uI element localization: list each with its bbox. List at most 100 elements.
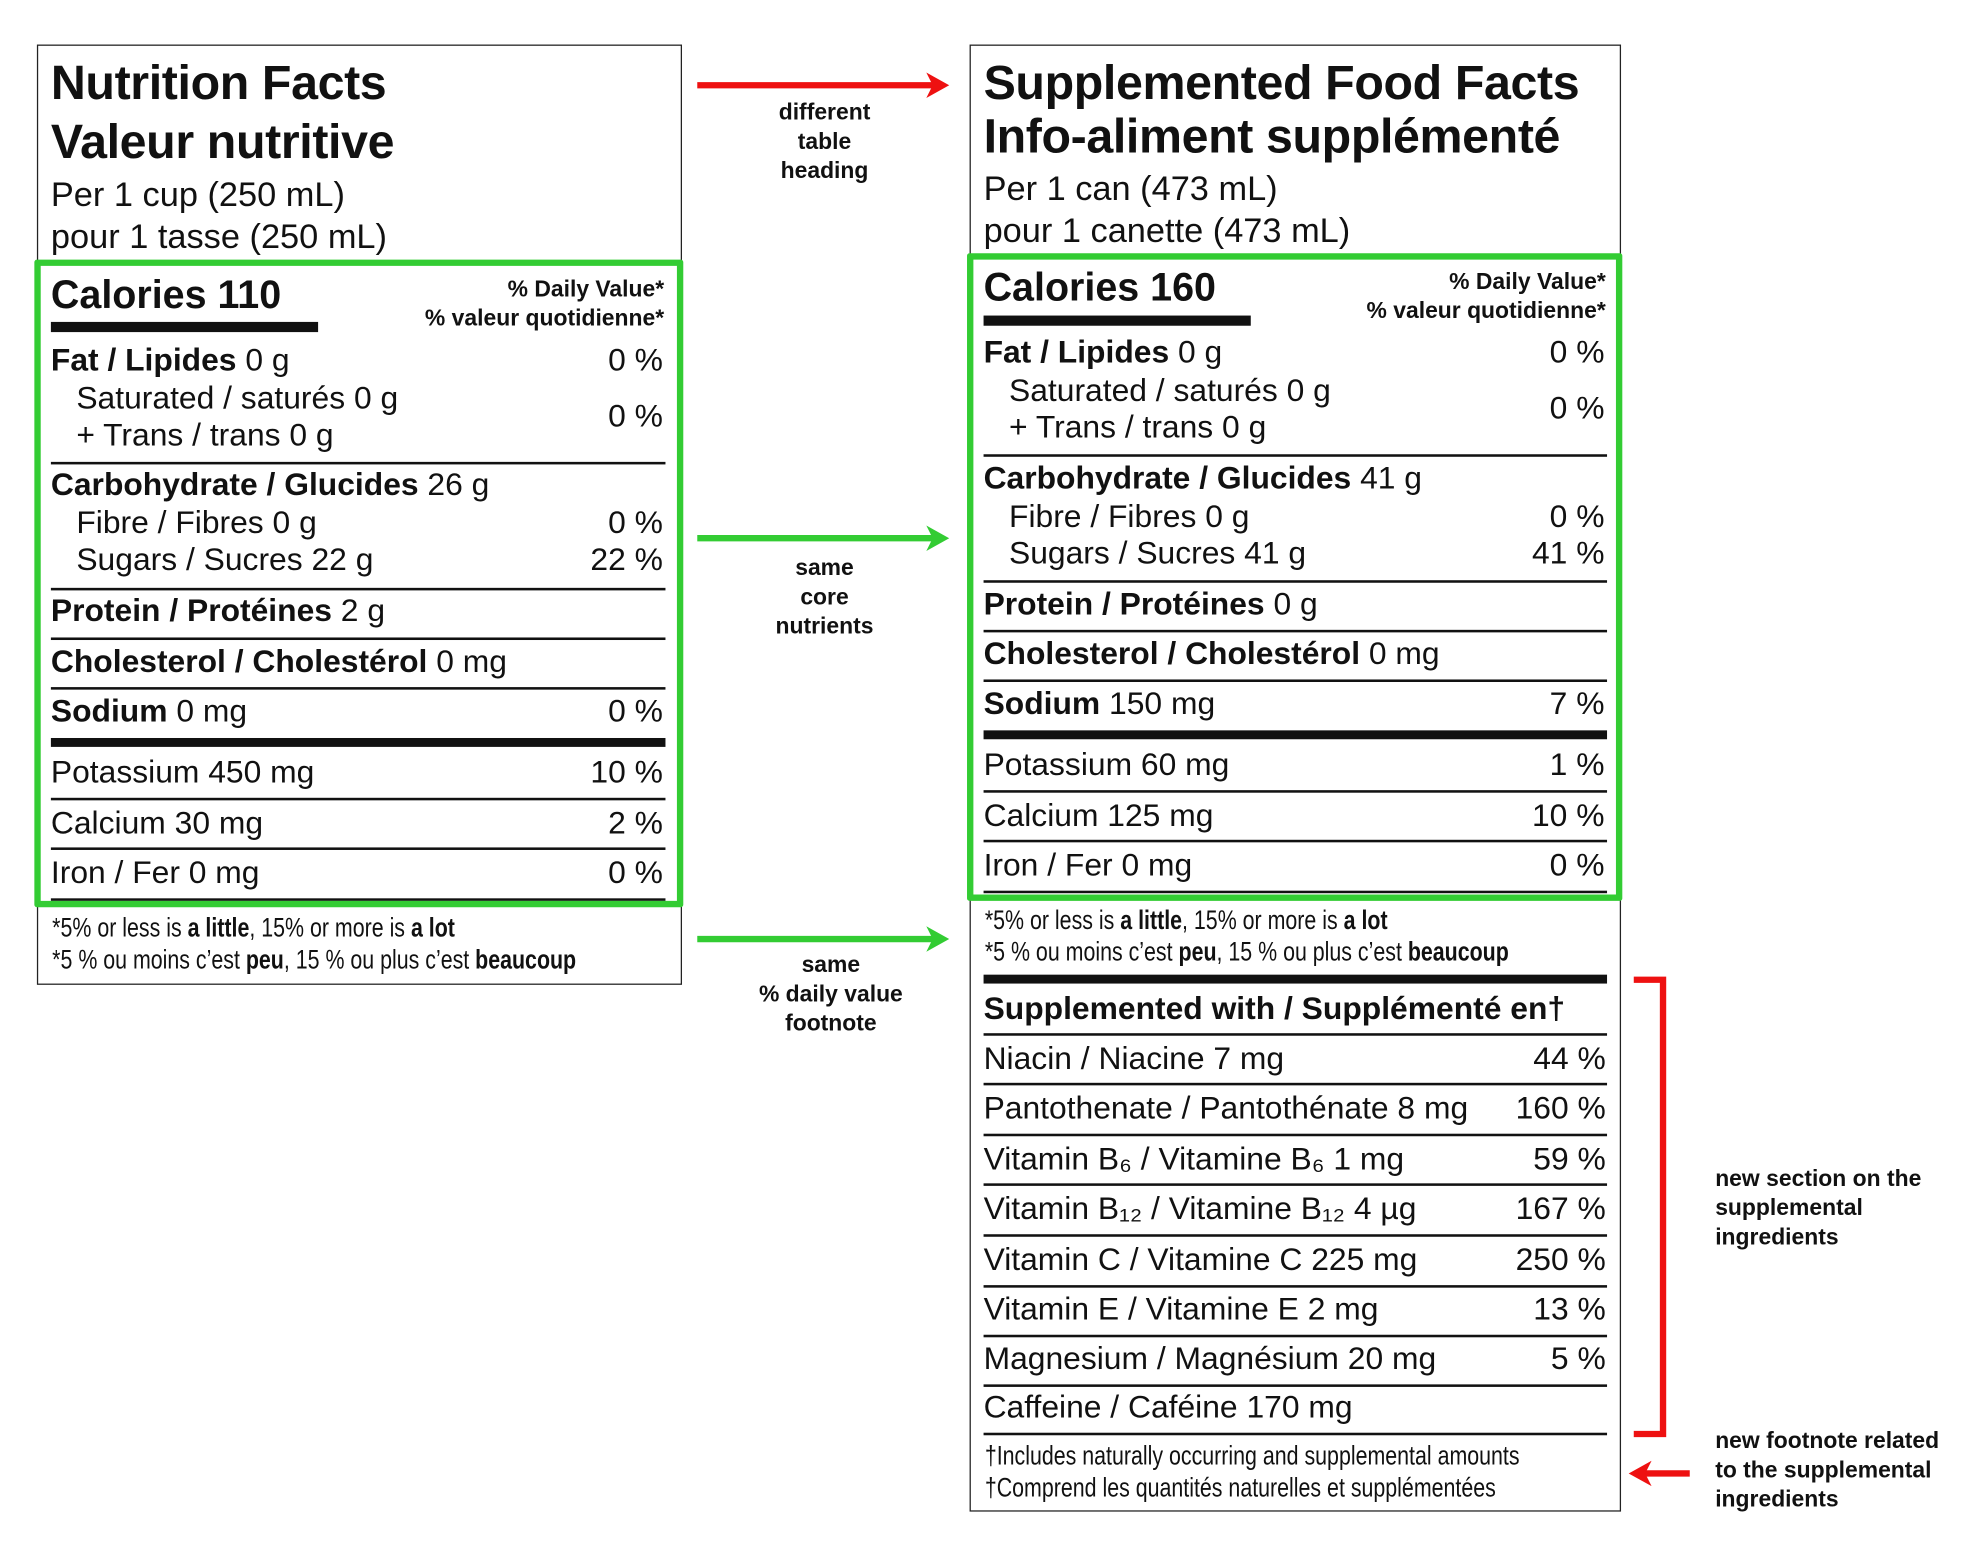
left-dv-footnote-fr: *5 % ou moins c’est peu, 15 % ou plus c’… (52, 945, 576, 976)
right-title-en: Supplemented Food Facts (983, 57, 1580, 111)
footnote-text: , 15 % ou plus c’est (283, 945, 476, 975)
note-line: heading (780, 157, 869, 184)
right-calories-bar (983, 315, 1251, 326)
nutrient-amount: 150 mg (1100, 685, 1216, 722)
note-line: new footnote related (1715, 1427, 1940, 1454)
nutrient-name: Sugars / Sucres 22 g (76, 542, 374, 578)
note-same-core: same core nutrients (748, 553, 901, 641)
nutrient-row: Iron / Fer 0 mg (51, 854, 260, 892)
left-calories-bar (50, 321, 319, 333)
nutrient-amount: 0 mg (167, 693, 248, 730)
nutrient-name: Sodium (983, 685, 1101, 722)
note-line: ingredients (1715, 1486, 1839, 1512)
right-dv-header-en: % Daily Value* (1449, 268, 1606, 294)
nutrient-name: Potassium 450 mg (50, 754, 315, 791)
thick-divider (983, 730, 1608, 740)
right-serving-en: Per 1 can (473 mL) (983, 169, 1278, 208)
nutrient-row: Fat / Lipides 0 g (51, 341, 290, 379)
footnote-emphasis: a lot (1343, 905, 1388, 936)
nutrient-row: Sodium 0 mg (51, 692, 247, 730)
footnote-text: *5% or less is (52, 913, 188, 943)
nutrient-row: Cholesterol / Cholestérol 0 mg (984, 635, 1440, 673)
nutrient-row: Sugars / Sucres 41 g (1009, 534, 1306, 572)
nutrient-name: Calcium 30 mg (50, 805, 264, 842)
right-title-fr: Info-aliment supplémenté (983, 110, 1561, 165)
footnote-emphasis: peu (1178, 937, 1217, 968)
row-divider (983, 1234, 1608, 1237)
supplement-row: Vitamin B₁₂ / Vitamine B₁₂ 4 µg (983, 1190, 1417, 1227)
supplement-row: Caffeine / Caféine 170 mg (983, 1389, 1353, 1426)
supplement-dv: 167 % (1515, 1190, 1606, 1227)
right-dv-header-fr: % valeur quotidienne* (1366, 297, 1606, 324)
nutrient-row: Calcium 30 mg (51, 804, 263, 842)
supplement-dv: 5 % (1550, 1341, 1606, 1377)
row-divider (983, 1432, 1608, 1436)
nutrient-row: Carbohydrate / Glucides 41 g (984, 459, 1422, 497)
nutrient-name: Calcium 125 mg (983, 797, 1214, 834)
nutrient-name: Cholesterol / Cholestérol (50, 643, 428, 680)
nutrient-row: Iron / Fer 0 mg (984, 846, 1193, 884)
supplement-footnote-en: †Includes naturally occurring and supple… (984, 1441, 1520, 1471)
nutrient-name: Carbohydrate / Glucides (50, 466, 419, 503)
left-dv-header-fr: % valeur quotidienne* (424, 305, 665, 331)
supplement-row: Niacin / Niacine 7 mg (983, 1040, 1285, 1077)
nutrient-name: Cholesterol / Cholestérol (983, 636, 1361, 672)
nutrient-amount: 0 mg (1360, 636, 1440, 672)
supplement-row: Pantothenate / Pantothénate 8 mg (983, 1090, 1469, 1127)
nutrient-name: Fibre / Fibres 0 g (76, 505, 317, 541)
row-divider (50, 461, 666, 465)
left-core-nutrients-highlight (34, 259, 684, 908)
nutrient-row: Fat / Lipides 0 g (984, 333, 1223, 371)
nutrient-row: Sugars / Sucres 22 g (76, 541, 373, 579)
nutrient-row: Potassium 60 mg (984, 746, 1230, 784)
nutrient-dv: 0 % (1549, 390, 1605, 427)
note-line: footnote (785, 1010, 877, 1036)
supplemented-header: Supplemented with / Supplémenté en† (983, 991, 1566, 1027)
red-bracket-supplements (1633, 976, 1667, 1438)
supplement-dv: 59 % (1533, 1141, 1606, 1177)
right-core-nutrients-highlight (967, 253, 1623, 901)
nutrient-row: Saturated / saturés 0 g (76, 379, 398, 417)
nutrient-row: Cholesterol / Cholestérol 0 mg (51, 643, 507, 681)
note-line: new section on the (1715, 1165, 1922, 1191)
note-line: supplemental (1715, 1194, 1863, 1221)
note-line: core (800, 584, 849, 610)
nutrient-name: Fibre / Fibres 0 g (1009, 498, 1250, 535)
left-dv-header-en: % Daily Value* (507, 276, 665, 302)
right-dv-footnote-fr: *5 % ou moins c’est peu, 15 % ou plus c’… (985, 938, 1509, 969)
nutrient-name: Iron / Fer 0 mg (983, 847, 1193, 884)
footnote-emphasis: a little (187, 913, 250, 943)
nutrient-dv: 0 % (1549, 334, 1605, 371)
nutrient-dv: 0 % (608, 342, 663, 378)
nutrient-amount: 0 g (1264, 586, 1318, 623)
nutrient-dv: 7 % (1549, 685, 1605, 722)
nutrient-dv: 22 % (590, 542, 663, 578)
nutrient-dv: 0 % (608, 505, 663, 541)
nutrient-amount: 0 mg (427, 643, 507, 680)
footnote-emphasis: beaucoup (475, 945, 577, 975)
nutrient-dv: 0 % (608, 693, 663, 730)
left-dv-footnote-en: *5% or less is a little, 15% or more is … (52, 914, 455, 945)
row-divider (983, 629, 1608, 633)
nutrient-dv: 0 % (608, 855, 663, 891)
nutrient-row: Protein / Protéines 0 g (984, 585, 1318, 623)
nutrient-row: Protein / Protéines 2 g (51, 592, 385, 630)
left-calories: Calories 110 (50, 272, 282, 317)
footnote-text: , 15 % ou plus c’est (1216, 937, 1408, 968)
supplement-row: Vitamin E / Vitamine E 2 mg (983, 1291, 1379, 1328)
note-same-footnote: same % daily value footnote (742, 950, 920, 1038)
row-divider (50, 637, 666, 641)
row-divider (983, 1133, 1608, 1137)
note-line: to the supplemental (1715, 1456, 1932, 1483)
nutrient-row: Saturated / saturés 0 g (1009, 372, 1331, 410)
row-divider (50, 797, 666, 801)
nutrient-name: Protein / Protéines (50, 592, 332, 629)
green-arrow-footnote (697, 926, 950, 952)
nutrient-name: Iron / Fer 0 mg (50, 855, 260, 891)
note-line: different (778, 99, 871, 125)
row-divider (983, 1183, 1608, 1186)
nutrient-name: Sodium (50, 693, 168, 730)
note-line: same (795, 554, 854, 581)
note-line: % daily value (758, 981, 903, 1007)
footnote-text: , 15% or more is (1182, 905, 1344, 936)
